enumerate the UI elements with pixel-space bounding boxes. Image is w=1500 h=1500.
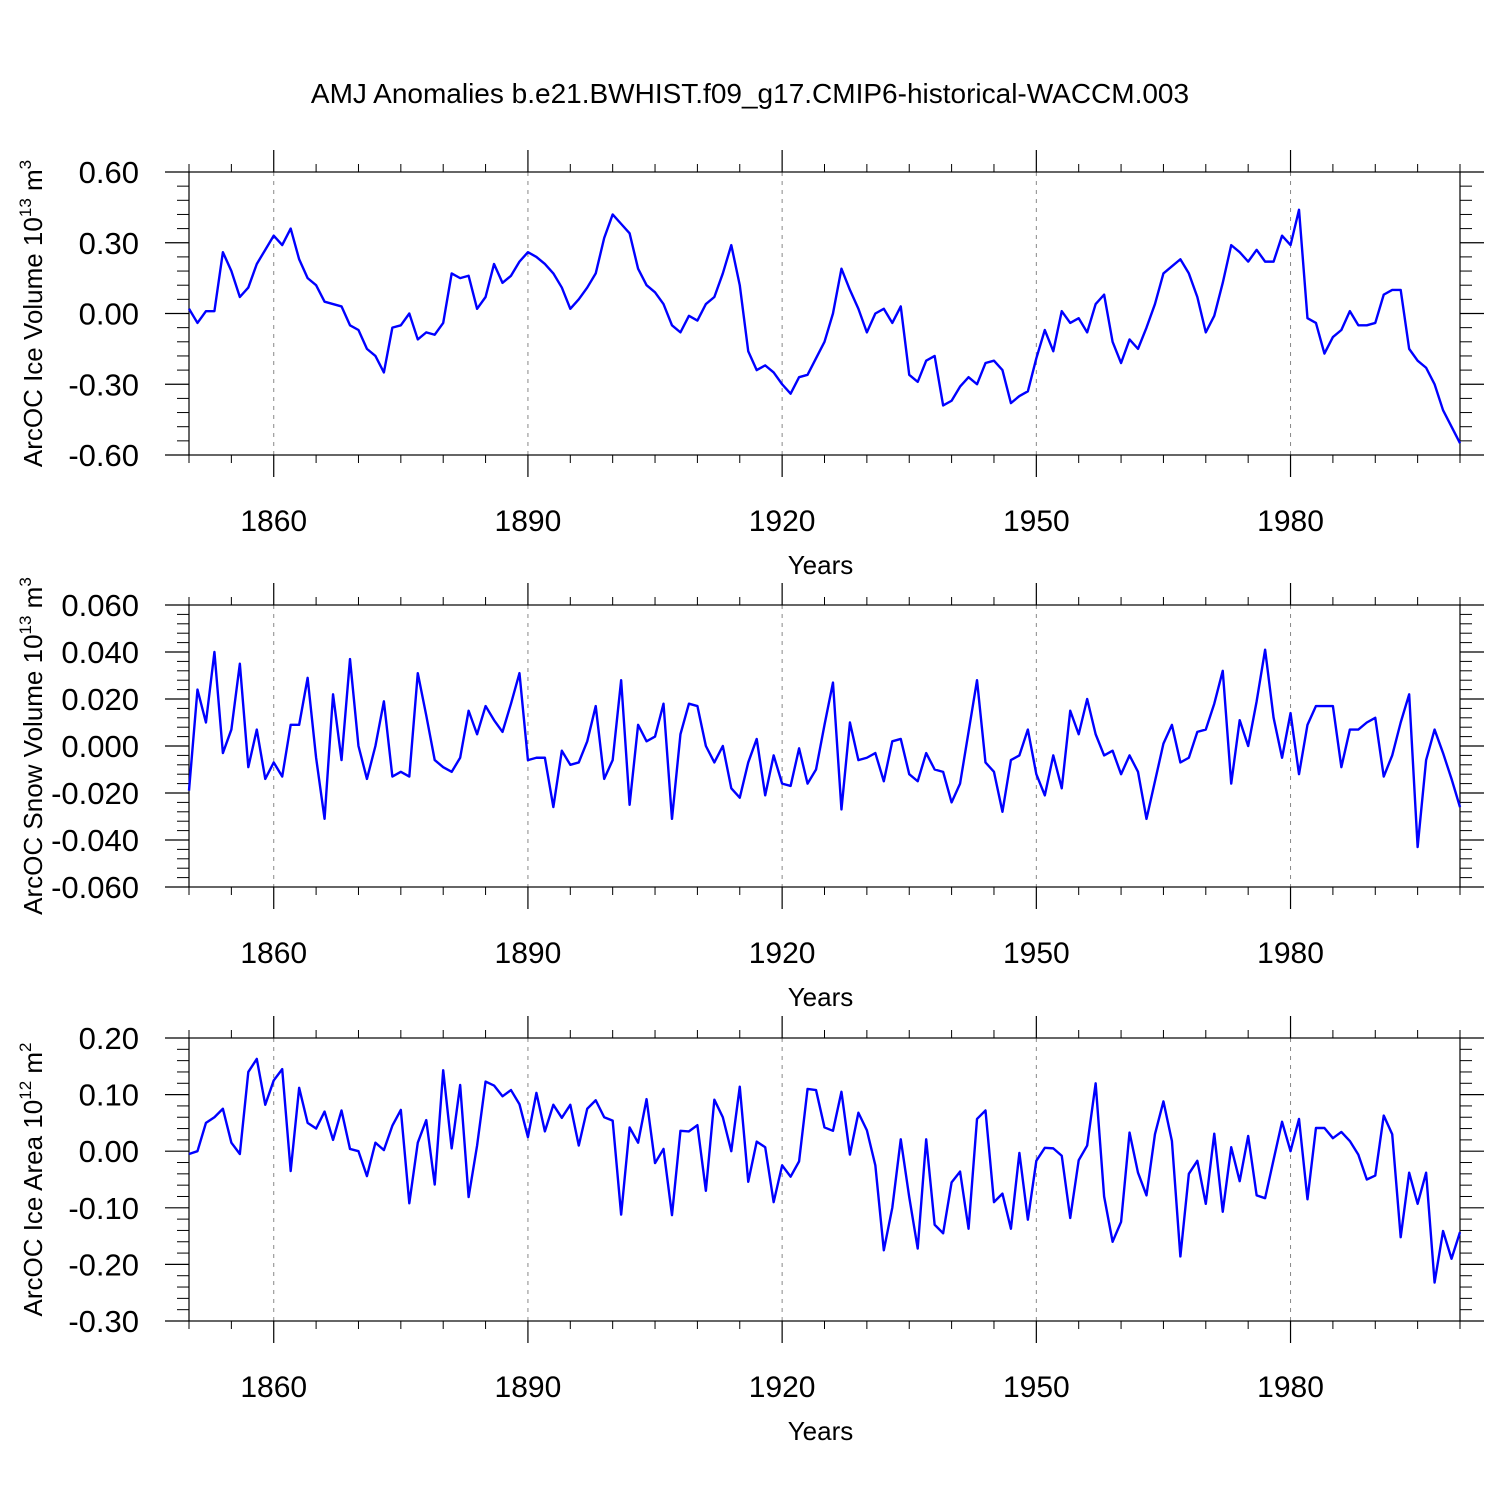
snow-volume-y-axis-title: ArcOC Snow Volume 1013 m3 — [16, 577, 48, 915]
ice-area-x-axis-title: Years — [788, 1416, 854, 1446]
snow-volume-y-tick-label: -0.020 — [51, 776, 139, 811]
ice-area-series-line — [188, 1057, 1462, 1284]
ice-area-y-axis-title-exp: 12 — [16, 1081, 35, 1100]
snow-volume-x-tick-label: 1920 — [749, 937, 816, 970]
snow-volume-y-axis-title-unit: m — [18, 587, 48, 616]
snow-volume-y-axis-title-unit-exp: 3 — [16, 577, 35, 586]
ice-area-y-tick-label: 0.20 — [79, 1021, 139, 1056]
snow-volume-y-tick-label: 0.000 — [61, 729, 139, 764]
ice-area-x-tick-label: 1860 — [240, 1371, 307, 1404]
ice-volume-y-axis-title-exp: 13 — [16, 198, 35, 217]
snow-volume-x-tick-label: 1980 — [1257, 937, 1324, 970]
snow-volume-y-tick-label: 0.060 — [61, 588, 139, 623]
ice-volume-x-tick-label: 1860 — [240, 505, 307, 538]
ice-area-y-axis-title-base: ArcOC Ice Area 10 — [18, 1100, 48, 1317]
ice-area-x-tick-label: 1980 — [1257, 1371, 1324, 1404]
ice-volume-y-tick-label: -0.30 — [68, 367, 139, 402]
snow-volume-plot-frame — [188, 604, 1461, 888]
ice-area-y-axis-title: ArcOC Ice Area 1012 m2 — [16, 1042, 48, 1316]
snow-volume-x-axis-title: Years — [788, 982, 854, 1012]
ice-area-panel: 1860 1890 1920 1950 1980 -0.30 -0.20 -0.10 0.00 0… — [16, 1016, 1484, 1446]
snow-volume-y-axis-title-exp: 13 — [16, 616, 35, 635]
ice-area-y-tick-label: 0.00 — [79, 1134, 139, 1169]
ice-volume-y-tick-label: -0.60 — [68, 438, 139, 473]
ice-volume-x-axis-title: Years — [788, 550, 854, 580]
ice-area-y-tick-label: -0.20 — [68, 1247, 139, 1282]
ice-area-y-axis-title-unit-exp: 2 — [16, 1042, 35, 1051]
snow-volume-y-tick-label: 0.040 — [61, 635, 139, 670]
ice-volume-plot-frame — [188, 171, 1461, 456]
ice-volume-y-tick-label: 0.00 — [79, 297, 139, 332]
ice-volume-x-tick-label: 1890 — [495, 505, 562, 538]
chart-title: AMJ Anomalies b.e21.BWHIST.f09_g17.CMIP6… — [310, 78, 1190, 109]
ice-volume-y-tick-label: 0.60 — [79, 155, 139, 190]
ice-volume-series-line — [187, 208, 1462, 444]
ice-area-x-tick-label: 1920 — [749, 1371, 816, 1404]
snow-volume-x-tick-label: 1890 — [495, 937, 562, 970]
snow-volume-panel: 1860 1890 1920 1950 1980 -0.060 -0.040 -0.020 0.… — [16, 577, 1484, 1012]
ice-volume-y-axis-title: ArcOC Ice Volume 1013 m3 — [16, 160, 48, 467]
ice-volume-x-tick-label: 1920 — [749, 505, 816, 538]
ice-area-x-tick-label: 1890 — [495, 1371, 562, 1404]
ice-volume-x-tick-label: 1950 — [1003, 505, 1070, 538]
ice-volume-y-axis-title-unit: m — [18, 169, 48, 198]
ice-area-y-tick-label: -0.10 — [68, 1191, 139, 1226]
ice-volume-panel: 1860 1890 1920 1950 1980 -0.60 -0.30 0.00 0.30 0.… — [16, 150, 1484, 580]
ice-area-y-axis-title-unit: m — [18, 1052, 48, 1081]
snow-volume-y-axis-title-base: ArcOC Snow Volume 10 — [18, 634, 48, 914]
snow-volume-x-tick-label: 1860 — [240, 937, 307, 970]
ice-volume-y-axis-title-base: ArcOC Ice Volume 10 — [18, 217, 48, 467]
snow-volume-series-line — [187, 648, 1462, 849]
ice-volume-y-axis-title-unit-exp: 3 — [16, 160, 35, 169]
ice-area-y-tick-label: -0.30 — [68, 1304, 139, 1339]
snow-volume-y-tick-label: -0.060 — [51, 870, 139, 905]
ice-area-y-tick-label: 0.10 — [79, 1078, 139, 1113]
ice-area-x-tick-label: 1950 — [1003, 1371, 1070, 1404]
ice-volume-x-tick-label: 1980 — [1257, 505, 1324, 538]
ice-volume-y-tick-label: 0.30 — [79, 226, 139, 261]
snow-volume-y-tick-label: 0.020 — [61, 682, 139, 717]
snow-volume-y-tick-label: -0.040 — [51, 823, 139, 858]
snow-volume-x-tick-label: 1950 — [1003, 937, 1070, 970]
